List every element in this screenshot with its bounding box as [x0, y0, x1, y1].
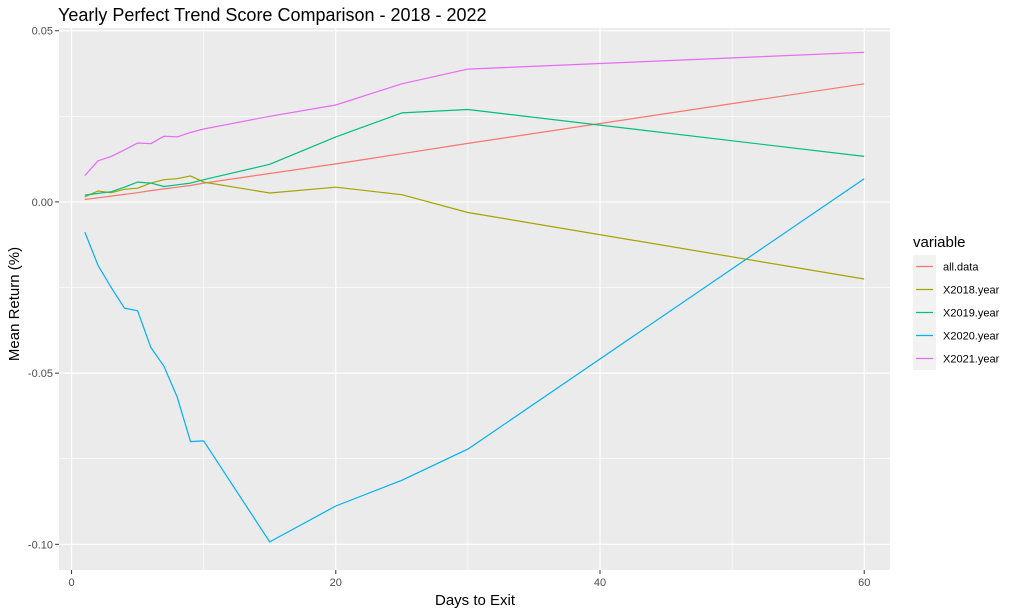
legend-label: X2020.year — [943, 331, 1000, 343]
series-line-x2018-year — [84, 175, 865, 280]
legend: variable all.data X2018.year X2019.year X20… — [913, 234, 1000, 370]
chart-title: Yearly Perfect Trend Score Comparison - … — [58, 5, 487, 25]
series-line-x2019-year — [84, 108, 865, 196]
legend-label: X2018.year — [943, 285, 1000, 297]
x-tick-label: 20 — [330, 577, 342, 589]
series-lines — [84, 51, 865, 543]
y-tick-label: 0.05 — [32, 26, 53, 38]
y-tick-label: -0.05 — [28, 368, 53, 380]
legend-title: variable — [913, 234, 966, 251]
plot-panel — [59, 28, 890, 570]
x-tick-label: 60 — [858, 577, 870, 589]
minor-gridlines — [59, 28, 890, 570]
legend-label: all.data — [943, 262, 979, 274]
y-tick-label: 0.00 — [32, 197, 53, 209]
legend-label: X2021.year — [943, 354, 1000, 366]
y-tick-label: -0.10 — [28, 539, 53, 551]
legend-label: X2019.year — [943, 308, 1000, 320]
y-axis: -0.10 -0.05 0.00 0.05 — [28, 26, 59, 551]
series-line-x2021-year — [84, 51, 865, 176]
x-axis: 0 20 40 60 — [68, 570, 870, 589]
y-axis-title: Mean Return (%) — [6, 247, 23, 361]
major-gridlines — [59, 28, 890, 570]
x-axis-title: Days to Exit — [435, 592, 516, 609]
x-tick-label: 0 — [68, 577, 74, 589]
series-line-all-data — [84, 83, 865, 201]
series-line-x2020-year — [84, 178, 865, 543]
x-tick-label: 40 — [594, 577, 606, 589]
